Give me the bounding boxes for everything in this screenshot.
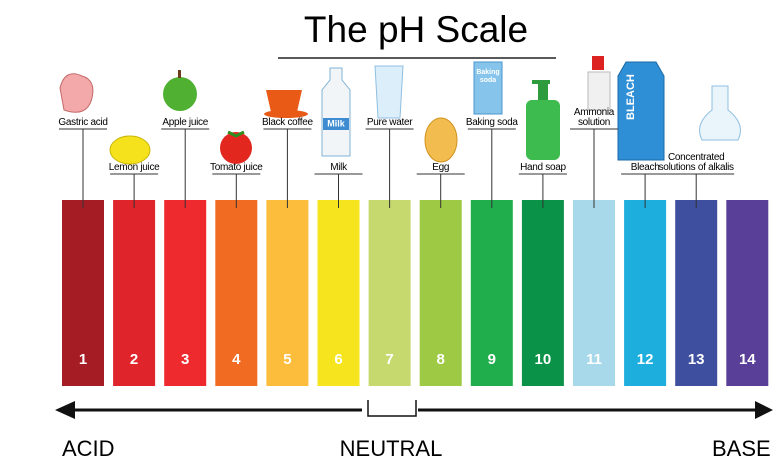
- substance-label: Apple juice: [162, 117, 208, 128]
- substance-label: solution: [578, 117, 610, 128]
- substance-label: Gastric acid: [58, 117, 107, 128]
- ph-number: 10: [535, 351, 552, 368]
- arrow-head-left: [55, 401, 75, 419]
- base-label: BASE: [712, 436, 771, 461]
- ph-number: 9: [488, 351, 496, 368]
- ph-bar: [164, 200, 207, 386]
- ph-number: 7: [385, 351, 393, 368]
- substance-label: Concentrated: [668, 152, 724, 163]
- ph-bar: [521, 200, 564, 386]
- substance-label: Baking soda: [466, 117, 518, 128]
- substance-label: Egg: [432, 162, 449, 173]
- ph-bar: [317, 200, 360, 386]
- substance-label: Lemon juice: [109, 162, 160, 173]
- substance-label: Black coffee: [262, 117, 313, 128]
- substance-label: Milk: [330, 162, 348, 173]
- ph-bar: [215, 200, 258, 386]
- ph-number: 1: [79, 351, 87, 368]
- icons: Milk Baking soda BLEACH: [59, 56, 741, 165]
- ph-number: 6: [334, 351, 342, 368]
- title: The pH Scale: [304, 9, 528, 50]
- ph-number: 3: [181, 351, 189, 368]
- ph-bar: [419, 200, 462, 386]
- ph-bar: [675, 200, 718, 386]
- ph-bar: [726, 200, 769, 386]
- ph-bar: [368, 200, 411, 386]
- bleach-icon-text: BLEACH: [625, 74, 637, 120]
- milk-icon-text: Milk: [327, 118, 345, 128]
- ph-number: 2: [130, 351, 138, 368]
- ph-number: 11: [586, 351, 602, 368]
- neutral-label: NEUTRAL: [340, 436, 443, 461]
- ph-number: 5: [283, 351, 291, 368]
- substance-label: Ammonia: [574, 107, 615, 118]
- ph-number: 13: [688, 351, 705, 368]
- arrow-head-right: [755, 401, 773, 419]
- substance-label: solutions of alkalis: [659, 162, 734, 173]
- substance-label: Bleach: [631, 162, 660, 173]
- ph-number: 14: [739, 351, 756, 368]
- substance-label: Pure water: [367, 117, 413, 128]
- ph-bar: [266, 200, 309, 386]
- neutral-bracket: [367, 400, 417, 417]
- soda-icon-text: Baking soda: [476, 69, 499, 84]
- ph-bar: [62, 200, 104, 386]
- ph-bar: [470, 200, 513, 386]
- substance-label: Tomato juice: [210, 162, 263, 173]
- ph-number: 4: [232, 351, 241, 368]
- acid-label: ACID: [62, 436, 115, 461]
- ph-bar: [624, 200, 667, 386]
- arrow-gap: [362, 403, 418, 417]
- substance-label: Hand soap: [520, 162, 566, 173]
- ph-number: 12: [637, 351, 654, 368]
- ph-bar: [573, 200, 615, 386]
- ph-bar: [113, 200, 156, 386]
- ph-number: 8: [437, 351, 445, 368]
